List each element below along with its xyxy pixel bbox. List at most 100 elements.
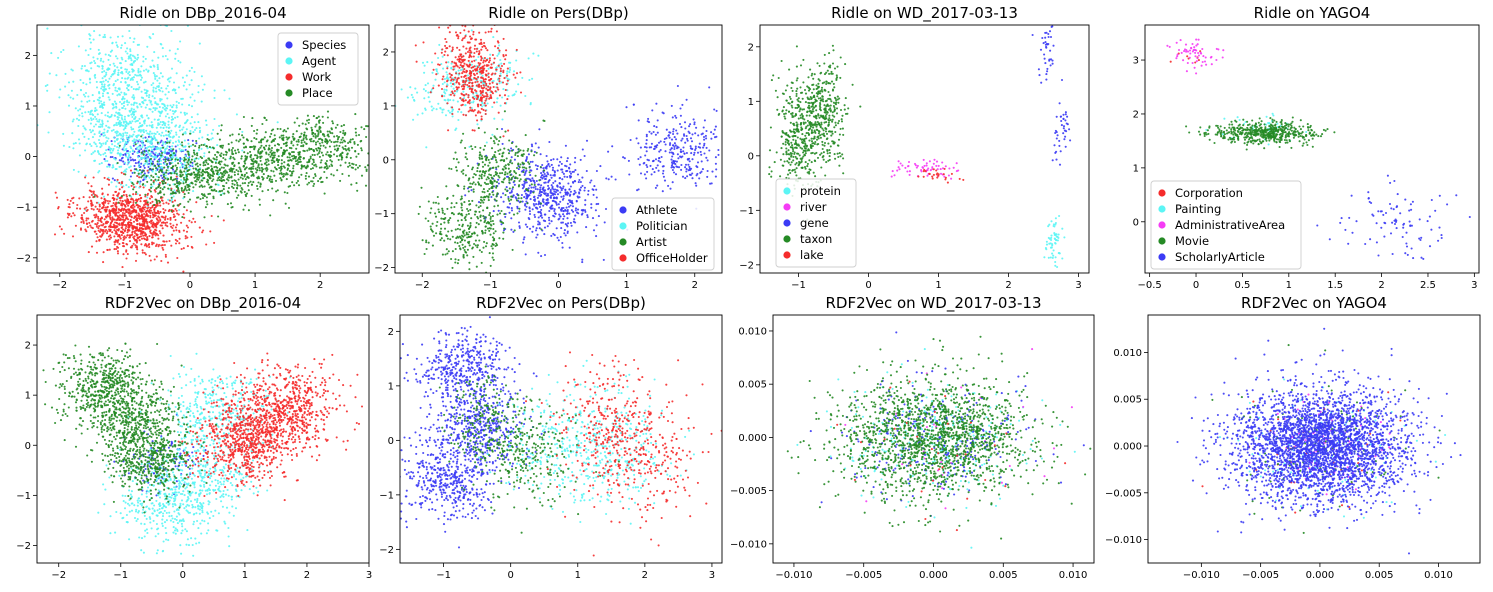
scatter-point: [207, 193, 210, 196]
scatter-point: [490, 195, 493, 199]
scatter-point: [206, 147, 209, 150]
scatter-point: [124, 173, 127, 176]
scatter-point: [555, 203, 558, 206]
scatter-point: [250, 158, 253, 161]
scatter-point: [140, 65, 143, 68]
scatter-point: [175, 229, 178, 232]
scatter-point: [662, 112, 665, 115]
scatter-point: [166, 145, 169, 148]
scatter-point: [299, 158, 302, 161]
scatter-point: [67, 94, 70, 97]
scatter-point: [251, 117, 254, 120]
scatter-point: [320, 151, 323, 154]
scatter-point: [146, 214, 149, 217]
scatter-point: [685, 98, 688, 101]
scatter-point: [107, 183, 110, 186]
scatter-point: [90, 153, 93, 156]
scatter-point: [188, 198, 192, 201]
scatter-point: [164, 109, 167, 112]
scatter-point: [115, 122, 118, 125]
scatter-point: [500, 223, 503, 226]
scatter-point: [100, 162, 103, 165]
scatter-point: [222, 166, 225, 169]
scatter-point: [336, 169, 339, 172]
scatter-point: [646, 120, 649, 123]
scatter-point: [161, 227, 164, 230]
scatter-point: [198, 146, 201, 149]
scatter-point: [154, 244, 158, 248]
scatter-point: [123, 235, 126, 238]
scatter-point: [120, 203, 123, 207]
scatter-point: [105, 149, 108, 152]
scatter-point: [178, 135, 181, 139]
scatter-point: [645, 146, 648, 149]
scatter-point: [252, 174, 255, 177]
scatter-point: [244, 204, 247, 207]
scatter-point: [151, 243, 154, 246]
scatter-point: [135, 135, 138, 138]
scatter-point: [94, 123, 97, 126]
scatter-point: [109, 36, 112, 39]
scatter-point: [282, 175, 285, 178]
scatter-point: [687, 130, 690, 133]
scatter-point: [134, 57, 137, 60]
scatter-point: [696, 166, 699, 169]
scatter-point: [292, 138, 295, 141]
scatter-point: [264, 131, 267, 134]
scatter-point: [122, 191, 126, 194]
scatter-point: [276, 127, 279, 130]
scatter-point: [108, 116, 111, 119]
scatter-point: [371, 142, 373, 144]
scatter-point: [159, 141, 162, 144]
scatter-point: [243, 182, 247, 185]
scatter-point: [145, 92, 148, 95]
scatter-point: [255, 138, 258, 141]
scatter-point: [146, 157, 149, 160]
scatter-point: [157, 118, 160, 121]
scatter-point: [171, 89, 174, 92]
scatter-point: [170, 189, 173, 192]
scatter-point: [174, 158, 177, 161]
scatter-point: [194, 163, 197, 166]
scatter-point: [125, 68, 128, 71]
scatter-point: [87, 70, 90, 73]
scatter-point: [206, 203, 209, 206]
scatter-point: [152, 86, 155, 89]
scatter-point: [118, 234, 121, 237]
scatter-point: [73, 214, 76, 217]
scatter-point: [681, 137, 684, 140]
scatter-point: [188, 104, 191, 107]
scatter-point: [107, 53, 110, 57]
scatter-point: [221, 192, 224, 195]
scatter-point: [149, 101, 152, 104]
scatter-point: [126, 47, 129, 50]
scatter-point: [72, 147, 75, 150]
scatter-point: [569, 163, 572, 166]
scatter-point: [152, 82, 155, 85]
scatter-point: [364, 184, 368, 187]
scatter-point: [564, 164, 567, 167]
scatter-point: [403, 121, 405, 123]
scatter-point: [64, 85, 67, 88]
scatter-point: [218, 160, 221, 163]
scatter-point: [356, 166, 360, 169]
scatter-point: [275, 190, 278, 193]
scatter-point: [148, 246, 151, 249]
scatter-point: [143, 208, 146, 211]
scatter-point: [123, 93, 126, 96]
scatter-point: [265, 152, 268, 155]
scatter-point: [566, 157, 569, 160]
scatter-point: [160, 174, 163, 177]
scatter-point: [156, 63, 159, 67]
scatter-point: [105, 124, 108, 127]
scatter-point: [310, 129, 314, 132]
scatter-point: [113, 114, 117, 117]
scatter-point: [90, 193, 93, 197]
scatter-point: [99, 219, 102, 222]
scatter-point: [153, 51, 156, 54]
scatter-point: [185, 189, 188, 192]
scatter-point: [153, 210, 156, 213]
scatter-point: [202, 164, 205, 167]
scatter-point: [167, 198, 170, 201]
